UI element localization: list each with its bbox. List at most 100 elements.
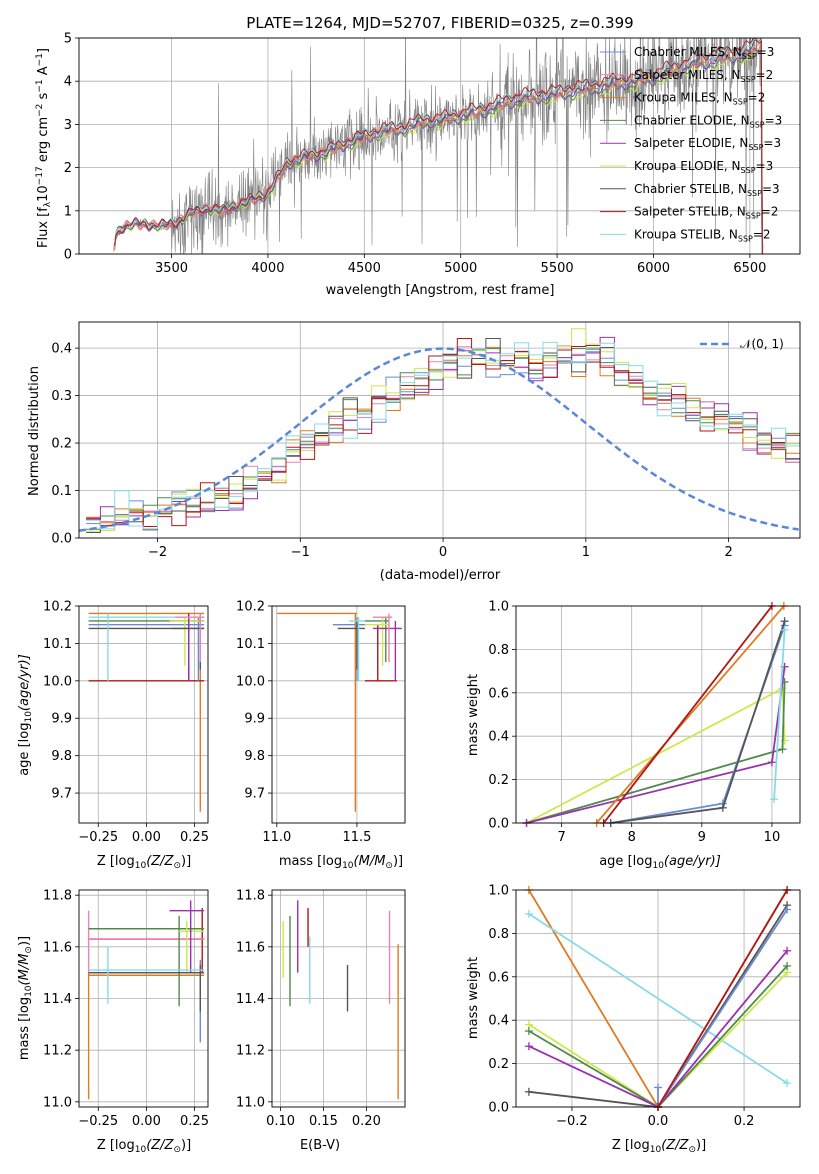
spectrum-xtick-label: 5000: [444, 261, 477, 276]
weight-vs-z-ytick-label: 0.4: [488, 1014, 509, 1029]
spectrum-legend: Chabrier MILES, NSSP=3 Salpeter MILES, NS…: [600, 45, 782, 243]
spectrum-ytick-label: 3: [64, 118, 72, 133]
residual-ytick-label: 0.1: [51, 484, 72, 499]
legend-label-chabrier-elodie: Chabrier ELODIE, NSSP=3: [634, 113, 782, 129]
legend-label-salpeter-miles: Salpeter MILES, NSSP=2: [634, 68, 773, 84]
mass-vs-ebv-ytick-label: 11.4: [236, 992, 265, 1007]
mass-vs-z-point-salpeter-elodie: [169, 900, 205, 973]
legend-label-kroupa-stelib: Kroupa STELIB, NSSP=2: [634, 227, 771, 243]
weight-vs-z-ytick-label: 0.6: [488, 970, 509, 985]
weight-vs-z-xtick-label: −0.2: [556, 1114, 588, 1129]
age-vs-z-xtick-label: 0.25: [180, 830, 209, 845]
age-vs-mass-panel: 11.0 11.5 9.7 9.8 9.9 10.0 10.1 10.2 mass [log1…: [236, 600, 406, 871]
age-vs-mass-point-salpeter-elodie: [372, 620, 402, 681]
gauss-curve: [79, 347, 799, 532]
age-vs-z-ytick-label: 10.0: [43, 674, 72, 689]
mass-vs-z-point-kroupa-stelib: [88, 946, 205, 1004]
mass-vs-z-ytick-label: 11.4: [43, 992, 72, 1007]
weight-vs-z-series-chabrier-miles: [657, 909, 788, 1107]
spectrum-xlabel: wavelength [Angstrom, rest frame]: [326, 283, 555, 298]
weight-vs-z-xtick-label: 0.0: [648, 1114, 669, 1129]
mass-vs-z-point-salpeter-miles: [87, 910, 205, 973]
spectrum-xtick-label: 5500: [541, 261, 574, 276]
weight-vs-age-marker-kroupa-stelib: [770, 795, 779, 804]
spectrum-panel: PLATE=1264, MJD=52707, FIBERID=0325, z=0…: [35, 14, 801, 298]
age-vs-mass-point-kroupa-miles: [276, 612, 357, 812]
weight-vs-age-marker-salpeter-elodie: [767, 758, 776, 767]
residual-xtick-label: −1: [291, 545, 310, 560]
age-vs-mass-ytick-label: 10.2: [236, 600, 265, 615]
legend-label-kroupa-elodie: Kroupa ELODIE, NSSP=3: [634, 159, 773, 175]
spectrum-ytick-label: 1: [64, 204, 72, 219]
weight-vs-age-panel: 7 8 9 10 0.0 0.2 0.4 0.6 0.8 1.0 age [log10(age/y…: [466, 600, 801, 871]
weight-vs-z-marker-kroupa-stelib: [524, 909, 533, 918]
mass-vs-z-point-kroupa-elodie: [179, 921, 205, 973]
age-vs-z-xtick-label: −0.25: [78, 830, 118, 845]
weight-vs-age-marker-kroupa-stelib: [780, 625, 789, 634]
weight-vs-age-xlabel: age [log10(age/yr)]: [599, 854, 721, 871]
spectrum-xtick-label: 3500: [155, 261, 188, 276]
weight-vs-age-ytick-label: 0.8: [488, 643, 509, 658]
mass-vs-ebv-ytick-label: 11.0: [236, 1095, 265, 1110]
mass-vs-ebv-grid: [272, 890, 405, 1107]
weight-vs-z-marker-kroupa-stelib: [783, 1079, 792, 1088]
mass-vs-z-ytick-label: 11.8: [43, 889, 72, 904]
spectrum-xtick-label: 4500: [348, 261, 381, 276]
weight-vs-age-xtick-label: 8: [628, 830, 636, 845]
age-vs-z-ylabel: age [log10(age/yr)]: [17, 654, 34, 776]
spectrum-xtick-label: 6000: [637, 261, 670, 276]
spectrum-ytick-label: 0: [64, 248, 72, 263]
weight-vs-z-ytick-label: 0.0: [488, 1101, 509, 1116]
weight-vs-z-marker-chabrier-miles: [654, 1083, 662, 1092]
mass-vs-z-xtick-label: 0.25: [180, 1114, 209, 1129]
mass-vs-ebv-panel: 0.10 0.15 0.20 11.0 11.2 11.4 11.6 11.8 E(B-V): [236, 889, 406, 1153]
legend-label-chabrier-miles: Chabrier MILES, NSSP=3: [634, 45, 774, 61]
mass-vs-z-xtick-label: 0.00: [132, 1114, 161, 1129]
model-line-kroupa-elodie: [114, 47, 763, 251]
age-vs-z-xlabel: Z [log10(Z/Z⊙)]: [97, 854, 191, 871]
mass-vs-z-xlabel: Z [log10(Z/Z⊙)]: [97, 1138, 191, 1155]
residual-xtick-label: 1: [582, 545, 590, 560]
mass-vs-z-ylabel: mass [log10(M/M⊙)]: [17, 936, 34, 1060]
age-vs-mass-point-salpeter-stelib: [364, 624, 397, 682]
age-vs-mass-point-kroupa-elodie: [364, 617, 389, 666]
hist-step-kroupa-stelib: [86, 341, 800, 530]
weight-vs-age-xtick-label: 7: [557, 830, 565, 845]
mass-vs-z-ytick-label: 11.0: [43, 1095, 72, 1110]
age-vs-z-ytick-label: 10.2: [43, 600, 72, 615]
residual-panel: −2 −1 0 1 2 0.0 0.1 0.2 0.3 0.4 (data-model)/erro…: [27, 321, 801, 583]
weight-vs-age-xtick-label: 10: [764, 830, 781, 845]
age-vs-z-ytick-label: 9.8: [51, 749, 72, 764]
age-vs-mass-ytick-label: 9.7: [244, 787, 265, 802]
age-vs-mass-frame: [271, 605, 406, 824]
weight-vs-age-ytick-label: 0.0: [488, 817, 509, 832]
legend-label-chabrier-stelib: Chabrier STELIB, NSSP=3: [634, 182, 780, 198]
weight-vs-age-xtick-label: 9: [698, 830, 706, 845]
mass-vs-z-panel: −0.25 0.00 0.25 11.0 11.2 11.4 11.6 11.8 Z [log…: [17, 889, 209, 1155]
age-vs-mass-xlabel: mass [log10(M/M⊙)]: [279, 854, 403, 871]
residual-xtick-label: −2: [148, 545, 167, 560]
weight-vs-z-marker-chabrier-miles: [783, 905, 792, 914]
age-vs-z-frame: [78, 605, 209, 824]
weight-vs-z-frame: [515, 889, 801, 1108]
mass-vs-z-ytick-label: 11.6: [43, 940, 72, 955]
weight-vs-age-ytick-label: 0.4: [488, 730, 509, 745]
weight-vs-z-marker-chabrier-elodie: [783, 961, 792, 970]
weight-vs-z-series-kroupa-stelib: [528, 913, 788, 1084]
spectrum-ytick-label: 4: [64, 75, 72, 90]
age-vs-z-ytick-label: 9.9: [51, 712, 72, 727]
age-vs-z-panel: −0.25 0.00 0.25 9.7 9.8 9.9 10.0 10.1 10.2 Z [lo…: [17, 600, 209, 872]
weight-vs-z-series-salpeter-elodie: [528, 950, 788, 1107]
age-vs-mass-point-chabrier-stelib: [337, 620, 365, 670]
age-vs-mass-ytick-label: 10.1: [236, 637, 265, 652]
legend-label-kroupa-miles: Kroupa MILES, NSSP=2: [634, 91, 765, 107]
mass-vs-ebv-xtick-label: 0.20: [352, 1114, 381, 1129]
legend-label-salpeter-stelib: Salpeter STELIB, NSSP=2: [634, 205, 778, 221]
weight-vs-z-ylabel: mass weight: [466, 957, 481, 1039]
weight-vs-age-ylabel: mass weight: [466, 674, 481, 756]
mass-vs-ebv-frame: [271, 889, 406, 1108]
spectrum-xtick-label: 6500: [733, 261, 766, 276]
age-vs-mass-ytick-label: 9.9: [244, 712, 265, 727]
mass-vs-ebv-xtick-label: 0.15: [309, 1114, 338, 1129]
weight-vs-z-series-salpeter-stelib: [657, 890, 788, 1107]
